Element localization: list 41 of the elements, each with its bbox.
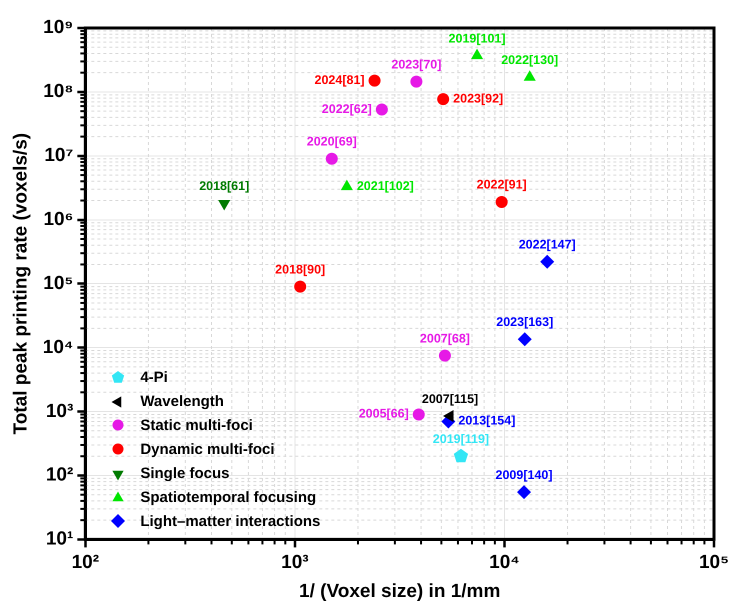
legend-label: Dynamic multi-foci — [140, 440, 275, 458]
annotation: 2024[81] — [314, 72, 365, 87]
legend-label: Single focus — [140, 464, 230, 482]
annotation: 2013[154] — [458, 414, 516, 428]
annotation: 2023[92] — [453, 91, 504, 106]
x-tick-label: 10³ — [281, 552, 309, 574]
x-tick-label: 10² — [72, 552, 100, 574]
annotation: 2009[140] — [496, 468, 553, 482]
annotation: 2022[130] — [501, 52, 558, 67]
annotation: 2007[115] — [422, 392, 478, 406]
annotation: 2018[61] — [199, 179, 250, 194]
annotation: 2020[69] — [306, 134, 357, 148]
legend-label: Static multi-foci — [140, 416, 253, 434]
annotation: 2005[66] — [358, 406, 409, 421]
x-tick-label: 10⁵ — [698, 552, 730, 574]
annotation: 2018[90] — [275, 262, 326, 276]
annotation: 2007[68] — [420, 331, 470, 346]
annotation: 2019[119] — [432, 432, 490, 446]
y-tick-label: 10² — [46, 464, 74, 486]
y-tick-label: 10³ — [46, 400, 74, 422]
legend-label: Spatiotemporal focusing — [140, 488, 316, 506]
annotation: 2022[62] — [322, 102, 372, 116]
annotation: 2023[163] — [496, 314, 554, 329]
annotation: 2022[147] — [518, 238, 576, 252]
legend-label: Light–matter interactions — [140, 512, 320, 530]
x-axis-title: 1/ (Voxel size) in 1/mm — [299, 580, 500, 602]
x-tick-label: 10⁴ — [489, 552, 520, 574]
y-tick-label: 10¹ — [46, 528, 74, 550]
annotation: 2019[101] — [448, 31, 506, 46]
annotation: 2023[70] — [391, 57, 442, 72]
y-tick-label: 10⁴ — [42, 336, 74, 358]
y-tick-label: 10⁹ — [43, 17, 74, 38]
y-axis-title: Total peak printing rate (voxels/s) — [10, 132, 32, 435]
annotation: 2021[102] — [356, 178, 414, 193]
legend-label: Wavelength — [140, 392, 224, 410]
annotation: 2022[91] — [476, 178, 527, 192]
legend-label: 4-Pi — [140, 368, 168, 386]
y-tick-label: 10⁶ — [43, 209, 74, 230]
y-tick-label: 10⁷ — [44, 145, 74, 166]
y-tick-label: 10⁵ — [43, 272, 74, 294]
y-tick-label: 10⁸ — [43, 81, 74, 102]
